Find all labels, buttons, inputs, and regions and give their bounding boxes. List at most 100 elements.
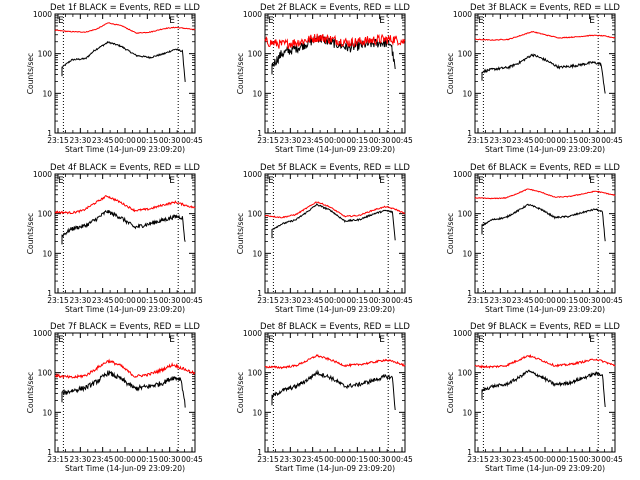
y-tick-label: 10 [252, 89, 262, 98]
y-tick-label: 10 [42, 249, 52, 258]
series-line-lld [474, 188, 616, 200]
x-tick-label: 00:00 [324, 296, 346, 305]
series-line-events [61, 40, 186, 82]
y-tick-label: 100 [248, 210, 263, 219]
y-tick-label: 1000 [33, 170, 52, 179]
x-tick-label: 00:15 [347, 296, 369, 305]
x-tick-label: 23:30 [280, 136, 302, 145]
y-tick-label: 1 [257, 129, 262, 138]
interval-marker-label: E [268, 335, 274, 345]
x-tick-label: 00:00 [114, 136, 136, 145]
panel-title: Det 8f BLACK = Events, RED = LLD [260, 322, 410, 332]
x-axis-label: Start Time (14-Jun-09 23:09:20) [65, 145, 185, 154]
x-tick-label: 00:45 [181, 455, 203, 464]
x-tick-label: 23:45 [92, 136, 114, 145]
interval-marker-label: E [589, 176, 595, 186]
y-tick-label: 1000 [453, 10, 472, 19]
panel-title: Det 9f BLACK = Events, RED = LLD [470, 322, 620, 332]
interval-marker-label: E [58, 176, 64, 186]
x-tick-label: 00:15 [557, 136, 579, 145]
y-tick-label: 100 [458, 369, 473, 378]
y-axis-label: Counts/sec [26, 53, 35, 94]
x-tick-label: 00:30 [159, 136, 181, 145]
series-line-lld [54, 195, 196, 215]
interval-marker-label: E [379, 335, 385, 345]
y-tick-label: 100 [248, 50, 263, 59]
y-tick-label: 10 [462, 89, 472, 98]
y-tick-label: 100 [458, 210, 473, 219]
x-tick-label: 00:15 [347, 455, 369, 464]
y-tick-label: 10 [42, 89, 52, 98]
series-line-events [481, 369, 606, 408]
x-tick-label: 23:15 [467, 455, 489, 464]
y-axis-label: Counts/sec [236, 372, 245, 413]
x-tick-label: 23:45 [512, 296, 534, 305]
y-axis-label: Counts/sec [446, 213, 455, 254]
x-tick-label: 00:45 [181, 296, 203, 305]
x-tick-label: 23:30 [70, 136, 92, 145]
y-tick-label: 10 [462, 249, 472, 258]
x-tick-label: 00:30 [369, 136, 391, 145]
x-tick-label: 00:00 [534, 296, 556, 305]
x-tick-label: 23:30 [280, 296, 302, 305]
x-tick-label: 00:15 [137, 136, 159, 145]
x-tick-label: 23:45 [302, 455, 324, 464]
x-tick-label: 23:45 [302, 136, 324, 145]
x-tick-label: 00:30 [369, 455, 391, 464]
series-line-lld [54, 358, 196, 380]
x-tick-label: 23:45 [302, 296, 324, 305]
interval-marker-label: E [478, 335, 484, 345]
series-line-lld [54, 22, 196, 34]
series-line-lld [474, 30, 616, 41]
interval-marker-label: E [268, 176, 274, 186]
x-tick-label: 23:15 [467, 136, 489, 145]
x-tick-label: 00:00 [114, 455, 136, 464]
interval-marker-label: E [268, 16, 274, 26]
y-axis-label: Counts/sec [446, 372, 455, 413]
series-line-lld [264, 354, 406, 370]
x-tick-label: 00:45 [601, 136, 623, 145]
y-tick-label: 100 [38, 369, 53, 378]
y-tick-label: 100 [38, 210, 53, 219]
interval-marker-label: E [169, 16, 175, 26]
series-line-events [61, 209, 186, 245]
y-tick-label: 10 [462, 408, 472, 417]
interval-marker-label: E [58, 335, 64, 345]
series-line-events [61, 369, 186, 408]
x-tick-label: 00:45 [391, 296, 413, 305]
x-tick-label: 23:45 [92, 296, 114, 305]
panel-title: Det 3f BLACK = Events, RED = LLD [470, 3, 620, 13]
interval-marker-label: E [478, 16, 484, 26]
y-tick-label: 1 [467, 448, 472, 457]
x-tick-label: 23:15 [257, 136, 279, 145]
x-tick-label: 00:00 [534, 455, 556, 464]
x-tick-label: 00:15 [557, 296, 579, 305]
y-tick-label: 1000 [243, 10, 262, 19]
x-tick-label: 00:15 [137, 455, 159, 464]
plot-frame [264, 173, 406, 294]
interval-marker-label: E [589, 16, 595, 26]
interval-marker-label: E [589, 335, 595, 345]
y-tick-label: 100 [248, 369, 263, 378]
interval-marker-label: E [169, 176, 175, 186]
x-tick-label: 00:30 [579, 455, 601, 464]
x-axis-label: Start Time (14-Jun-09 23:09:20) [275, 464, 395, 473]
panel-title: Det 5f BLACK = Events, RED = LLD [260, 163, 410, 173]
x-tick-label: 23:15 [257, 455, 279, 464]
x-tick-label: 23:15 [47, 455, 69, 464]
x-tick-label: 00:45 [601, 455, 623, 464]
x-tick-label: 00:00 [324, 455, 346, 464]
y-tick-label: 100 [458, 50, 473, 59]
y-tick-label: 1000 [243, 170, 262, 179]
series-line-events [271, 203, 396, 241]
x-tick-label: 00:30 [579, 136, 601, 145]
panel-title: Det 2f BLACK = Events, RED = LLD [260, 3, 410, 13]
y-tick-label: 1 [47, 289, 52, 298]
series-line-events [481, 53, 606, 94]
y-tick-label: 1 [467, 289, 472, 298]
x-axis-label: Start Time (14-Jun-09 23:09:20) [275, 305, 395, 314]
series-line-events [271, 369, 396, 411]
y-tick-label: 10 [252, 249, 262, 258]
x-tick-label: 00:30 [159, 455, 181, 464]
x-tick-label: 00:15 [137, 296, 159, 305]
